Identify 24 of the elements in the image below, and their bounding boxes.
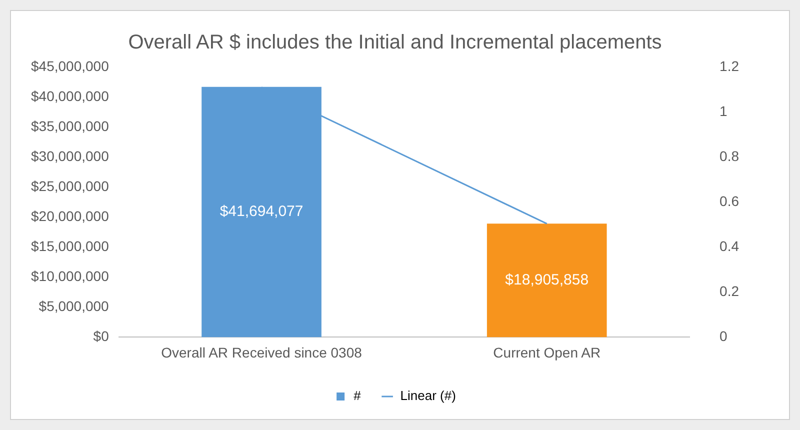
y2-tick-label: 0 (720, 328, 728, 344)
x-tick-label: Overall AR Received since 0308 (161, 344, 362, 360)
data-label: $41,694,077 (220, 203, 304, 220)
y2-tick-label: 0.4 (720, 238, 740, 254)
y-tick-label: $40,000,000 (30, 88, 110, 104)
y-tick-label: $30,000,000 (30, 148, 110, 164)
legend-label: # (354, 388, 362, 404)
data-label: $18,905,858 (505, 272, 589, 289)
chart-title: Overall AR $ includes the Initial and Incremental placements (128, 32, 662, 54)
x-tick-label: Current Open AR (493, 344, 601, 360)
y2-tick-label: 0.2 (720, 283, 740, 300)
y-tick-label: $25,000,000 (30, 178, 110, 194)
y2-tick-label: 1 (720, 102, 728, 119)
y-tick-label: $45,000,000 (30, 58, 110, 74)
y-tick-label: $35,000,000 (30, 118, 110, 134)
y2-tick-label: 1.2 (720, 58, 740, 74)
y-tick-label: $15,000,000 (30, 238, 110, 254)
y2-tick-label: 0.8 (720, 148, 740, 164)
y2-tick-label: 0.6 (720, 192, 740, 209)
legend-label: Linear (#) (400, 388, 456, 404)
y-tick-label: $5,000,000 (38, 298, 110, 314)
y-tick-label: $20,000,000 (30, 208, 110, 224)
y-tick-label: $0 (93, 328, 110, 344)
y-tick-label: $10,000,000 (30, 268, 110, 284)
